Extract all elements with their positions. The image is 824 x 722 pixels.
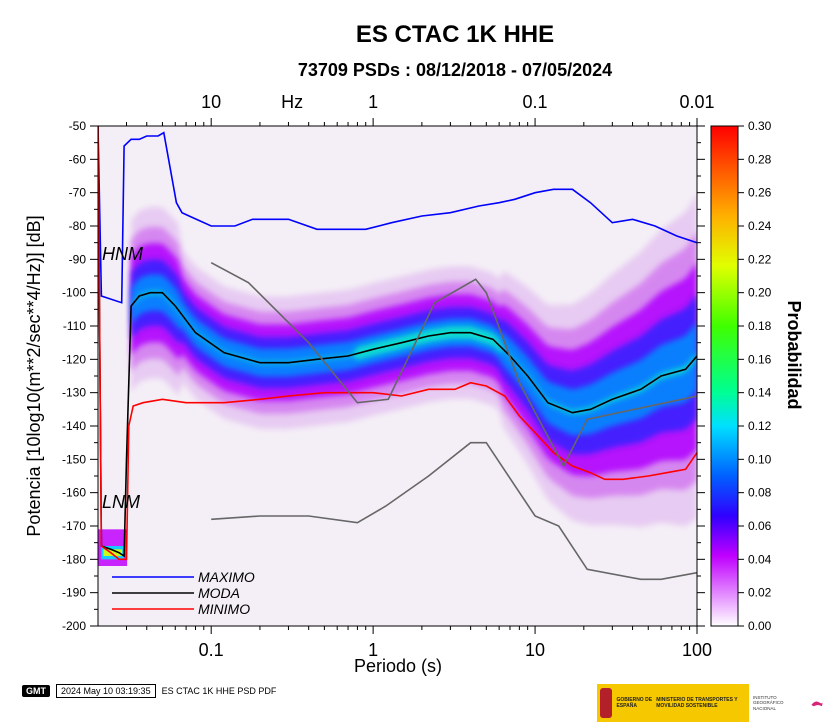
curves-layer xyxy=(98,126,697,581)
y-tick-label: -120 xyxy=(62,352,86,366)
top-frequency-axis: 10 1 0.1 0.01 Hz xyxy=(201,92,715,126)
x-axis-label: Periodo (s) xyxy=(354,656,442,676)
x-tick-label: 100 xyxy=(682,640,712,660)
ign-mark-icon xyxy=(810,701,823,707)
x-tick-label: 0.1 xyxy=(199,640,224,660)
colorbar-tick-label: 0.28 xyxy=(748,152,772,166)
series-line-minimo xyxy=(98,126,697,561)
coat-of-arms-icon xyxy=(600,688,613,718)
y-tick-label: -170 xyxy=(62,519,86,533)
ministry-label: MINISTERIO DE TRANSPORTES Y MOVILIDAD SO… xyxy=(656,697,738,709)
colorbar-tick-label: 0.26 xyxy=(748,186,772,200)
ign-logo: INSTITUTO GEOGRÁFICO NACIONAL xyxy=(749,684,824,722)
y-tick-label: -180 xyxy=(62,552,86,566)
y-tick-label: -100 xyxy=(62,286,86,300)
top-tick-label: 10 xyxy=(201,92,221,112)
colorbar-axis: 0.00 0.02 0.04 0.06 0.08 0.10 0.12 0.14 0.16 0.18… xyxy=(738,119,772,633)
colorbar-tick-label: 0.14 xyxy=(748,386,772,400)
y-tick-label: -130 xyxy=(62,386,86,400)
y-tick-label: -70 xyxy=(69,186,87,200)
y-tick-label: -80 xyxy=(69,219,87,233)
chart-subtitle: 73709 PSDs : 08/12/2018 - 07/05/2024 xyxy=(298,60,612,80)
top-axis-unit-label: Hz xyxy=(281,92,303,112)
y-tick-label: -110 xyxy=(63,319,86,333)
annotation-hnm: HNM xyxy=(102,244,143,264)
y-tick-label: -190 xyxy=(62,586,86,600)
top-tick-label: 0.01 xyxy=(679,92,714,112)
density-cluster-core xyxy=(103,549,123,556)
colorbar-label: Probabilidad xyxy=(784,300,804,409)
colorbar-tick-label: 0.20 xyxy=(748,286,772,300)
chart-title: ES CTAC 1K HHE xyxy=(356,21,554,48)
y-tick-label: -60 xyxy=(69,152,87,166)
y-tick-label: -90 xyxy=(69,252,87,266)
top-tick-label: 1 xyxy=(368,92,378,112)
footer-stamp: GMT 2024 May 10 03:19:35 ES CTAC 1K HHE … xyxy=(22,684,276,698)
gov-label: GOBIERNO DE ESPAÑA xyxy=(616,697,653,709)
colorbar xyxy=(710,125,739,627)
x-axis: 0.1 1 10 100 xyxy=(126,122,712,660)
psd-chart: ES CTAC 1K HHE 73709 PSDs : 08/12/2018 -… xyxy=(24,21,804,676)
colorbar-tick-label: 0.18 xyxy=(748,319,772,333)
colorbar-tick-label: 0.06 xyxy=(748,519,772,533)
series-line-maximo xyxy=(98,126,697,304)
y-tick-label: -140 xyxy=(62,419,86,433)
annotation-lnm: LNM xyxy=(102,492,140,512)
colorbar-tick-label: 0.00 xyxy=(748,619,772,633)
series-line-lnm xyxy=(211,441,697,581)
density-band-4 xyxy=(131,274,697,436)
x-tick-label: 10 xyxy=(525,640,545,660)
y-axis-label: Potencia [10log10(m**2/sec**4/Hz)] [dB] xyxy=(24,215,44,536)
y-axis: -200 -190 -180 -170 -160 -150 -140 -130 -120 -110… xyxy=(62,119,705,633)
legend-label-minimo: MINIMO xyxy=(198,601,250,617)
colorbar-tick-label: 0.16 xyxy=(748,352,772,366)
series-line-moda xyxy=(98,126,697,558)
colorbar-tick-label: 0.02 xyxy=(748,586,772,600)
y-tick-label: -200 xyxy=(62,619,86,633)
footer-timestamp: 2024 May 10 03:19:35 xyxy=(56,684,156,698)
ign-label: INSTITUTO GEOGRÁFICO NACIONAL xyxy=(753,694,784,711)
top-tick-label: 0.1 xyxy=(523,92,548,112)
colorbar-tick-label: 0.24 xyxy=(748,219,772,233)
colorbar-tick-label: 0.08 xyxy=(748,486,772,500)
legend-label-maximo: MAXIMO xyxy=(198,569,255,585)
gmt-logo: GMT xyxy=(22,685,50,697)
colorbar-tick-label: 0.10 xyxy=(748,452,772,466)
footer-caption: ES CTAC 1K HHE PSD PDF xyxy=(161,686,277,696)
colorbar-tick-label: 0.22 xyxy=(748,252,772,266)
x-tick-label: 1 xyxy=(368,640,378,660)
colorbar-tick-label: 0.12 xyxy=(748,419,772,433)
legend-label-moda: MODA xyxy=(198,585,240,601)
series-line-hnm xyxy=(210,261,697,468)
y-tick-label: -160 xyxy=(62,486,86,500)
colorbar-tick-label: 0.30 xyxy=(748,119,772,133)
y-tick-label: -150 xyxy=(62,452,86,466)
colorbar-tick-label: 0.04 xyxy=(748,552,772,566)
government-logo: GOBIERNO DE ESPAÑA MINISTERIO DE TRANSPO… xyxy=(597,684,749,722)
institution-logos: GOBIERNO DE ESPAÑA MINISTERIO DE TRANSPO… xyxy=(597,684,824,722)
y-tick-label: -50 xyxy=(69,119,87,133)
